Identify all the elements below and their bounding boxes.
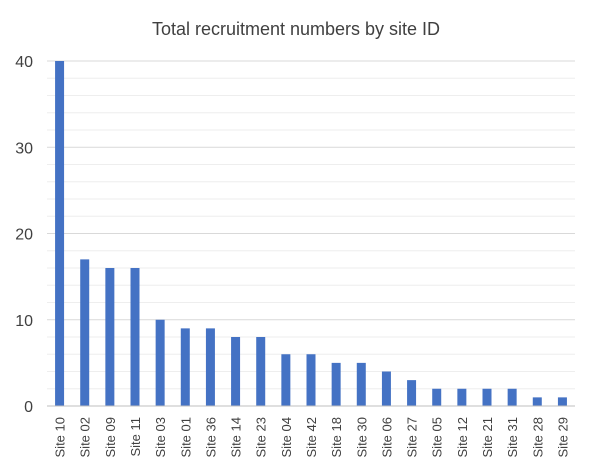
y-tick-label: 40 — [15, 54, 33, 71]
y-tick-label: 10 — [15, 313, 33, 330]
x-tick-label: Site 30 — [354, 417, 369, 457]
x-tick-label: Site 14 — [229, 417, 244, 457]
x-tick-label: Site 36 — [203, 417, 218, 457]
bar — [130, 268, 140, 406]
bars — [55, 61, 567, 406]
bar — [356, 362, 366, 406]
x-tick-label: Site 21 — [480, 417, 495, 457]
bar — [407, 380, 417, 406]
bar — [231, 337, 241, 406]
x-tick-label: Site 03 — [153, 417, 168, 457]
bar — [507, 388, 517, 406]
x-tick-label: Site 11 — [128, 417, 143, 457]
bar — [532, 397, 542, 406]
x-axis-ticks: Site 10 Site 02 Site 09 Site 11 Site 03 Site … — [53, 417, 571, 457]
x-tick-label: Site 28 — [530, 417, 545, 457]
bar — [306, 354, 316, 406]
x-tick-label: Site 04 — [279, 417, 294, 457]
bar — [256, 337, 266, 406]
x-tick-label: Site 12 — [455, 417, 470, 457]
bar — [482, 388, 492, 406]
y-tick-label: 0 — [24, 399, 33, 416]
bar — [281, 354, 291, 406]
bar — [457, 388, 467, 406]
x-tick-label: Site 01 — [178, 417, 193, 457]
bar — [331, 362, 341, 406]
bar — [55, 61, 65, 406]
x-tick-label: Site 31 — [505, 417, 520, 457]
bar — [432, 388, 442, 406]
x-tick-label: Site 27 — [405, 417, 420, 457]
x-tick-label: Site 02 — [78, 417, 93, 457]
x-tick-label: Site 10 — [53, 417, 68, 457]
x-tick-label: Site 18 — [329, 417, 344, 457]
bar — [105, 268, 115, 406]
y-tick-label: 30 — [15, 140, 33, 157]
bar — [80, 259, 90, 406]
bar — [557, 397, 567, 406]
bar — [381, 371, 391, 406]
x-tick-label: Site 42 — [304, 417, 319, 457]
x-tick-label: Site 06 — [379, 417, 394, 457]
bar — [155, 319, 165, 406]
x-tick-label: Site 09 — [103, 417, 118, 457]
gridlines — [47, 60, 575, 390]
bar — [180, 328, 190, 406]
x-tick-label: Site 05 — [430, 417, 445, 457]
bar — [205, 328, 215, 406]
x-tick-label: Site 23 — [254, 417, 269, 457]
y-tick-label: 20 — [15, 227, 33, 244]
chart-title: Total recruitment numbers by site ID — [152, 19, 440, 39]
y-axis-ticks: 0 10 20 30 40 — [15, 54, 33, 416]
x-tick-label: Site 29 — [555, 417, 570, 457]
